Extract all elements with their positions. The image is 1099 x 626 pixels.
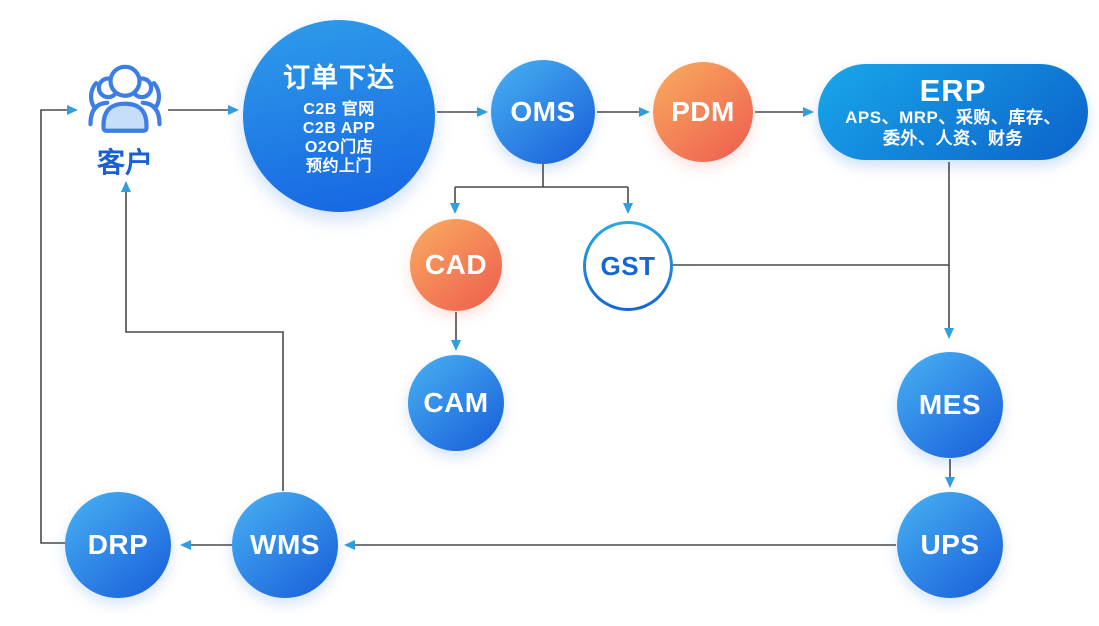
erp-line: APS、MRP、采购、库存、 (845, 108, 1061, 127)
node-pdm: PDM (653, 62, 753, 162)
back-body-right (140, 100, 162, 127)
order-line: C2B 官网 (303, 101, 375, 118)
side-figure-right (151, 81, 162, 111)
gst-label: GST (600, 250, 656, 281)
arrowhead-order-oms (477, 107, 488, 117)
arrowhead-ups-wms (344, 540, 355, 550)
side-figure-left (88, 81, 99, 111)
node-mes: MES (897, 352, 1003, 458)
node-wms: WMS (232, 492, 338, 598)
node-oms: OMS (491, 60, 595, 164)
erp-title: ERP (919, 73, 987, 108)
connector-oms-split (454, 164, 629, 204)
arrowhead-mes-ups (945, 477, 955, 488)
cad-label: CAD (424, 249, 488, 280)
arrowhead-oms-gst (623, 203, 633, 214)
pdm-label: PDM (671, 96, 735, 127)
customer-icon (83, 56, 167, 142)
arrowhead-cad-cam (451, 340, 461, 351)
connector-wms-customer (125, 191, 284, 491)
node-order: 订单下达 C2B 官网 C2B APP O2O门店 预约上门 (243, 20, 435, 212)
order-title: 订单下达 (283, 63, 395, 93)
wms-label: WMS (250, 529, 320, 560)
order-line: C2B APP (302, 120, 376, 137)
order-line: 预约上门 (305, 158, 372, 175)
order-line: O2O门店 (304, 139, 374, 156)
erp-line: 委外、人资、财务 (883, 129, 1023, 148)
connector-drp-customer (40, 109, 68, 544)
drp-label: DRP (87, 529, 149, 560)
customer-label: 客户 (96, 147, 153, 178)
node-cad: CAD (410, 219, 502, 311)
front-body (101, 101, 149, 133)
arrowhead-wms-customer (121, 181, 131, 192)
arrowhead-oms-pdm (639, 107, 650, 117)
arrowhead-pdm-erp (803, 107, 814, 117)
cam-label: CAM (423, 387, 489, 418)
mes-label: MES (918, 389, 982, 420)
back-body-left (88, 100, 110, 127)
arrowhead-customer-order (228, 105, 239, 115)
arrowhead-drp-customer (67, 105, 78, 115)
node-ups: UPS (897, 492, 1003, 598)
arrowhead-erp-mes (944, 328, 954, 339)
arrowhead-wms-drp (180, 540, 191, 550)
node-cam: CAM (408, 355, 504, 451)
node-gst: GST (583, 221, 673, 311)
node-erp: ERP APS、MRP、采购、库存、 委外、人资、财务 (818, 64, 1088, 160)
oms-label: OMS (510, 96, 576, 127)
ups-label: UPS (920, 529, 980, 560)
front-head (108, 64, 142, 98)
node-drp: DRP (65, 492, 171, 598)
arrowhead-oms-cad (450, 203, 460, 214)
